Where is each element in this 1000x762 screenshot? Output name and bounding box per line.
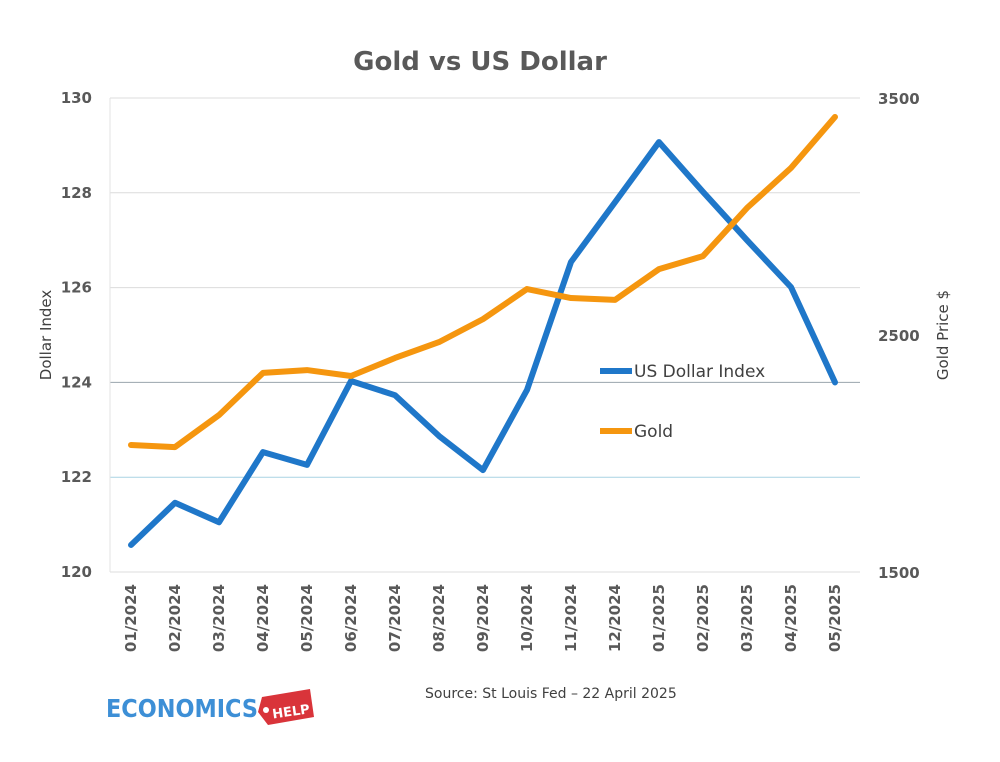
left-tick-label: 122 xyxy=(61,468,92,486)
right-axis-label: Gold Price $ xyxy=(934,290,952,380)
x-tick-label: 02/2025 xyxy=(694,584,712,652)
x-tick-label: 03/2024 xyxy=(210,584,228,652)
legend-label-gold: Gold xyxy=(634,422,673,442)
x-tick-label: 08/2024 xyxy=(430,584,448,652)
left-tick-label: 128 xyxy=(61,184,92,202)
x-tick-label: 04/2025 xyxy=(782,584,800,652)
source-note: Source: St Louis Fed – 22 April 2025 xyxy=(425,686,677,702)
dollar-index-line xyxy=(128,139,838,548)
right-tick-label: 3500 xyxy=(878,90,920,108)
x-tick-label: 10/2024 xyxy=(518,584,536,652)
svg-text:HELP: HELP xyxy=(271,702,310,722)
x-tick-label: 09/2024 xyxy=(474,584,492,652)
left-axis-label: Dollar Index xyxy=(37,290,55,381)
x-tick-label: 11/2024 xyxy=(562,584,580,652)
x-tick-label: 07/2024 xyxy=(386,584,404,652)
right-tick-label: 2500 xyxy=(878,327,920,345)
left-tick-label: 124 xyxy=(61,373,92,391)
legend: US Dollar Index Gold xyxy=(600,362,765,442)
x-tick-label: 05/2024 xyxy=(298,584,316,652)
x-tick-label: 05/2025 xyxy=(826,584,844,652)
gold-line xyxy=(128,113,838,451)
svg-text:ECONOMICS: ECONOMICS xyxy=(106,694,258,723)
economics-help-logo: ECONOMICS HELP xyxy=(106,689,314,725)
x-tick-label: 01/2025 xyxy=(650,584,668,652)
chart-title: Gold vs US Dollar xyxy=(353,47,607,77)
x-tick-label: 12/2024 xyxy=(606,584,624,652)
legend-label-dollar: US Dollar Index xyxy=(634,362,765,382)
x-tick-label: 02/2024 xyxy=(166,584,184,652)
left-tick-label: 130 xyxy=(61,89,92,107)
left-tick-label: 126 xyxy=(61,279,92,297)
x-tick-label: 06/2024 xyxy=(342,584,360,652)
right-tick-label: 1500 xyxy=(878,564,920,582)
left-tick-label: 120 xyxy=(61,563,92,581)
x-tick-label: 01/2024 xyxy=(122,584,140,652)
x-tick-label: 03/2025 xyxy=(738,584,756,652)
x-tick-label: 04/2024 xyxy=(254,584,272,652)
